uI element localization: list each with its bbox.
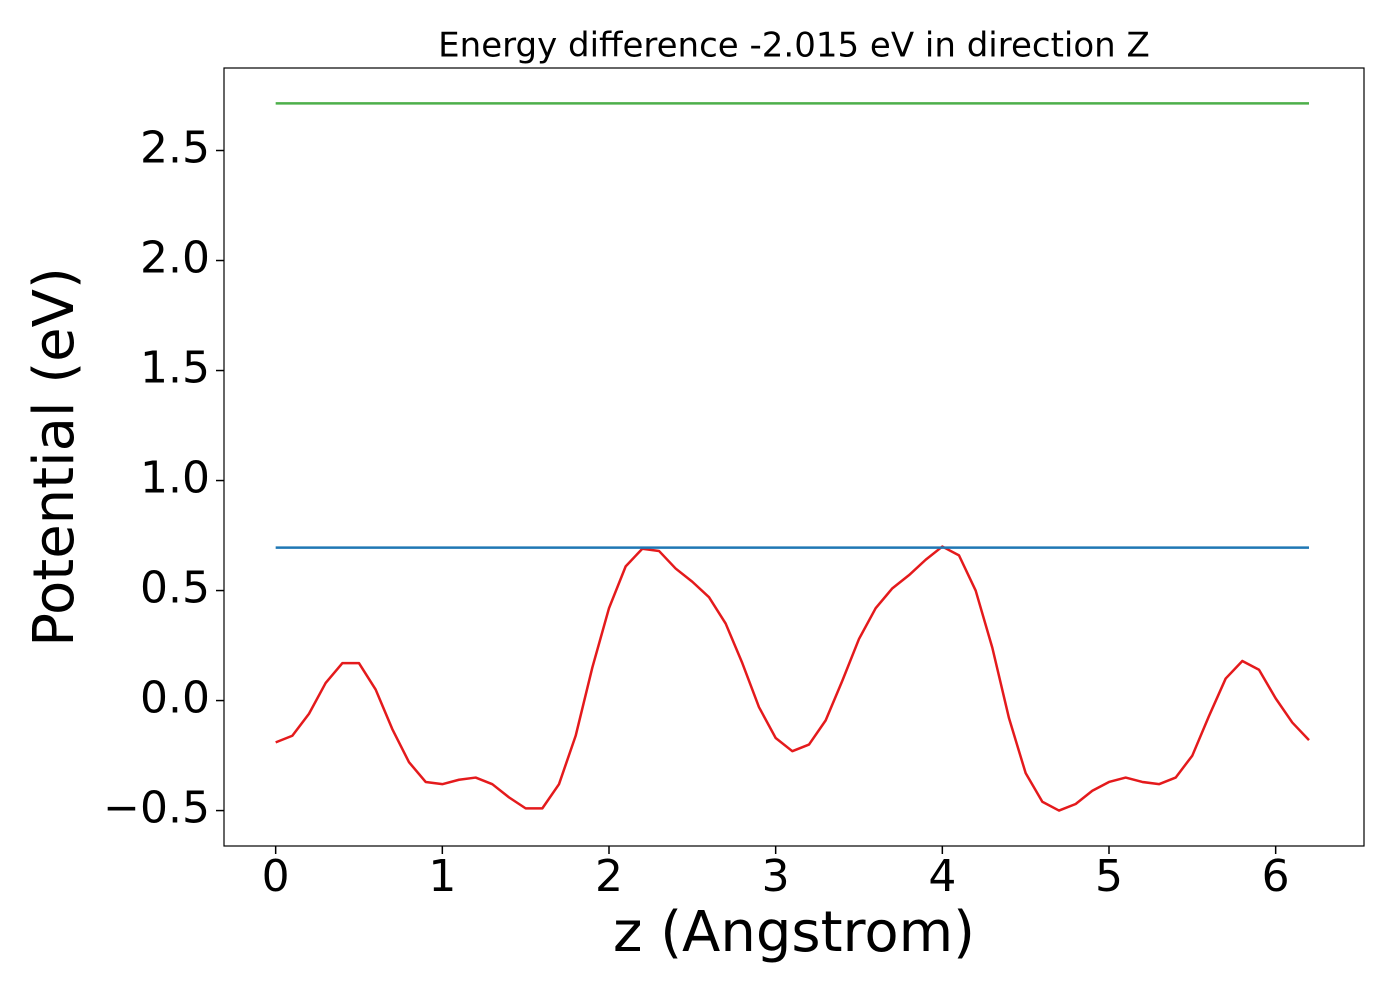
plot-frame	[223, 67, 1365, 847]
y-axis-label: Potential (eV)	[22, 267, 87, 647]
x-tick-label: 4	[928, 851, 956, 902]
x-tick-label: 2	[595, 851, 623, 902]
y-tick-label: 1.0	[140, 453, 210, 504]
x-tick-label: 5	[1095, 851, 1123, 902]
y-tick-label: −0.5	[103, 783, 210, 834]
x-tick-label: 3	[762, 851, 790, 902]
y-tick-label: 2.5	[140, 123, 210, 174]
y-tick-label: 2.0	[140, 233, 210, 284]
x-axis-label: z (Angstrom)	[613, 900, 975, 965]
y-tick-label: 0.5	[140, 563, 210, 614]
x-tick-label: 0	[262, 851, 290, 902]
x-tick-label: 1	[428, 851, 456, 902]
y-tick-label: 0.0	[140, 673, 210, 724]
y-tick-label: 1.5	[140, 343, 210, 394]
chart-title: Energy difference -2.015 eV in direction…	[438, 26, 1150, 66]
x-tick-label: 6	[1262, 851, 1290, 902]
line-series	[275, 545, 1310, 812]
